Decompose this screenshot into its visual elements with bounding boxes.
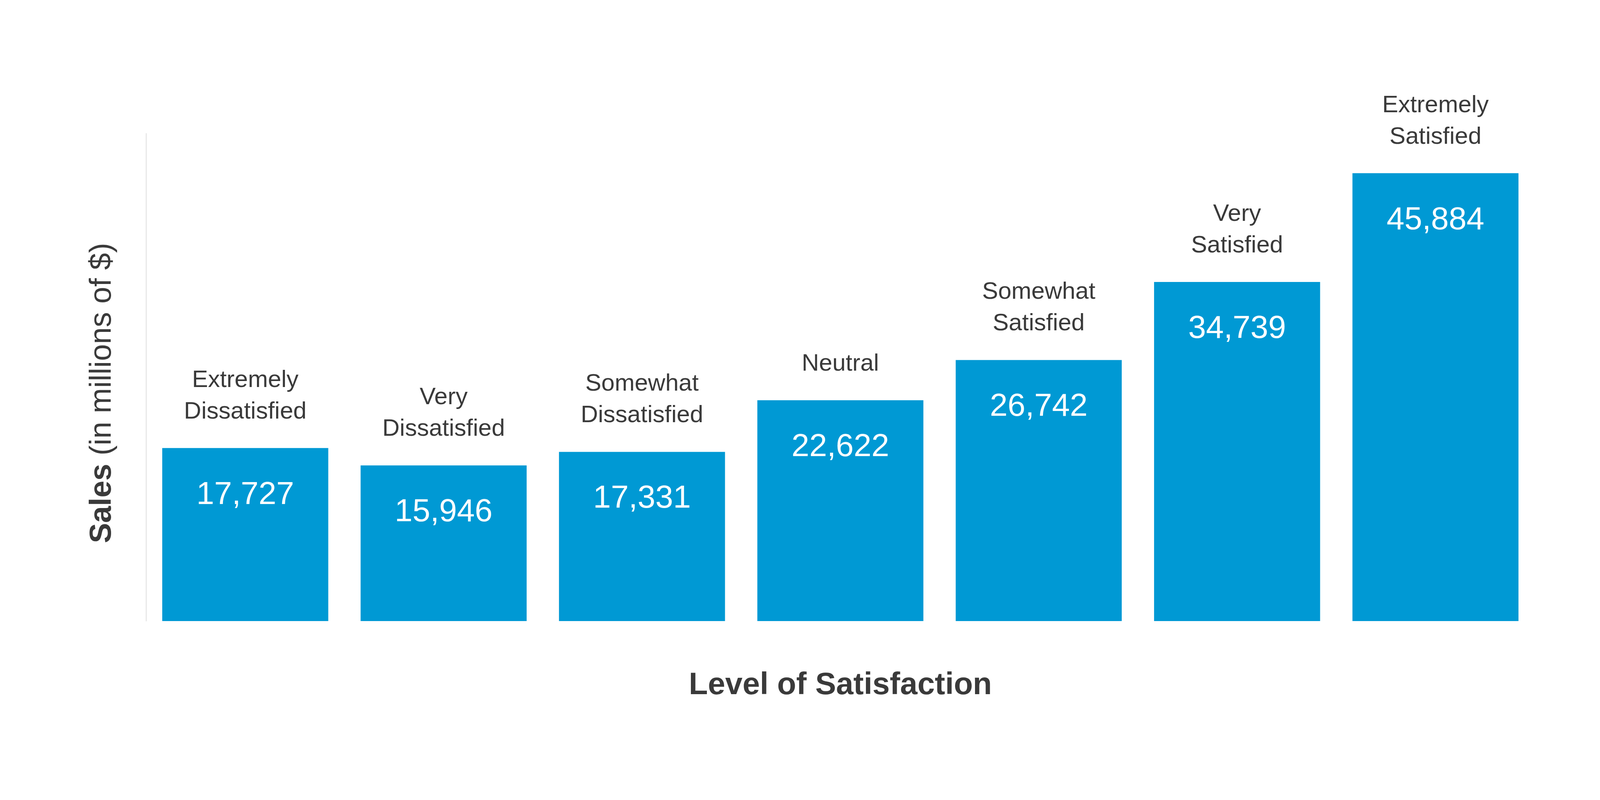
data-label: 45,884: [1386, 200, 1485, 237]
data-label: 26,742: [989, 387, 1088, 423]
bars: [162, 173, 1519, 622]
bar: [162, 448, 329, 622]
bar: [360, 465, 527, 622]
bar: [955, 360, 1122, 622]
data-label: 22,622: [791, 427, 890, 464]
category-labels: ExtremelyDissatisfied VeryDissatisfied Som…: [183, 90, 1489, 442]
category-label: ExtremelyDissatisfied: [183, 365, 307, 424]
category-label: SomewhatDissatisfied: [580, 369, 704, 428]
x-axis-title: Level of Satisfaction: [688, 666, 993, 702]
category-label: VerySatisfied: [1191, 199, 1284, 258]
category-label: SomewhatSatisfied: [982, 277, 1096, 336]
y-axis-title: Sales (in millions of $): [83, 242, 118, 544]
chart: 17,727 15,946 17,331 22,622 26,742 34,739 45,8…: [0, 0, 1600, 800]
bar: [1352, 173, 1519, 622]
bar: [1154, 282, 1320, 622]
category-label: Neutral: [801, 349, 879, 377]
data-label: 17,727: [196, 475, 295, 512]
data-labels: 17,727 15,946 17,331 22,622 26,742 34,739 45,8…: [196, 200, 1485, 529]
data-label: 34,739: [1188, 309, 1286, 345]
y-axis: [146, 133, 147, 622]
data-label: 17,331: [593, 479, 691, 515]
data-label: 15,946: [394, 492, 493, 529]
category-label: ExtremelySatisfied: [1382, 90, 1489, 150]
y-axis-line: [145, 133, 148, 622]
category-label: VeryDissatisfied: [382, 382, 506, 442]
bar: [757, 400, 924, 622]
bar: [559, 451, 725, 622]
